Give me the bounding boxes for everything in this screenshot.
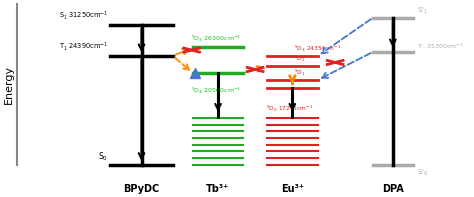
Text: Eu³⁺: Eu³⁺: [281, 184, 304, 194]
Text: $^5$D$_0$ 17215cm$^{-1}$: $^5$D$_0$ 17215cm$^{-1}$: [265, 103, 313, 114]
Text: Tb³⁺: Tb³⁺: [206, 184, 230, 194]
Text: $^5$D$_4$ 20500cm$^{-1}$: $^5$D$_4$ 20500cm$^{-1}$: [191, 85, 241, 96]
Y-axis label: Energy: Energy: [4, 65, 14, 104]
Text: $^5$D$_1$: $^5$D$_1$: [293, 68, 305, 78]
Text: $^5$D$_3$ 26300cm$^{-1}$: $^5$D$_3$ 26300cm$^{-1}$: [191, 34, 241, 44]
Text: T$_1$ 24390cm$^{-1}$: T$_1$ 24390cm$^{-1}$: [59, 40, 108, 53]
Text: T', 25300cm$^{-1}$: T', 25300cm$^{-1}$: [417, 42, 464, 50]
Text: S$_1$ 31250cm$^{-1}$: S$_1$ 31250cm$^{-1}$: [59, 10, 108, 22]
Text: $^5$D$_2$: $^5$D$_2$: [293, 54, 305, 64]
Text: BPyDC: BPyDC: [123, 184, 160, 194]
Text: $^5$D$_3$ 24354cm$^{-1}$: $^5$D$_3$ 24354cm$^{-1}$: [293, 44, 341, 55]
Text: DPA: DPA: [382, 184, 404, 194]
Text: S'$_1$: S'$_1$: [417, 6, 428, 16]
Text: S'$_0$: S'$_0$: [417, 168, 428, 178]
Text: S$_0$: S$_0$: [98, 151, 108, 163]
